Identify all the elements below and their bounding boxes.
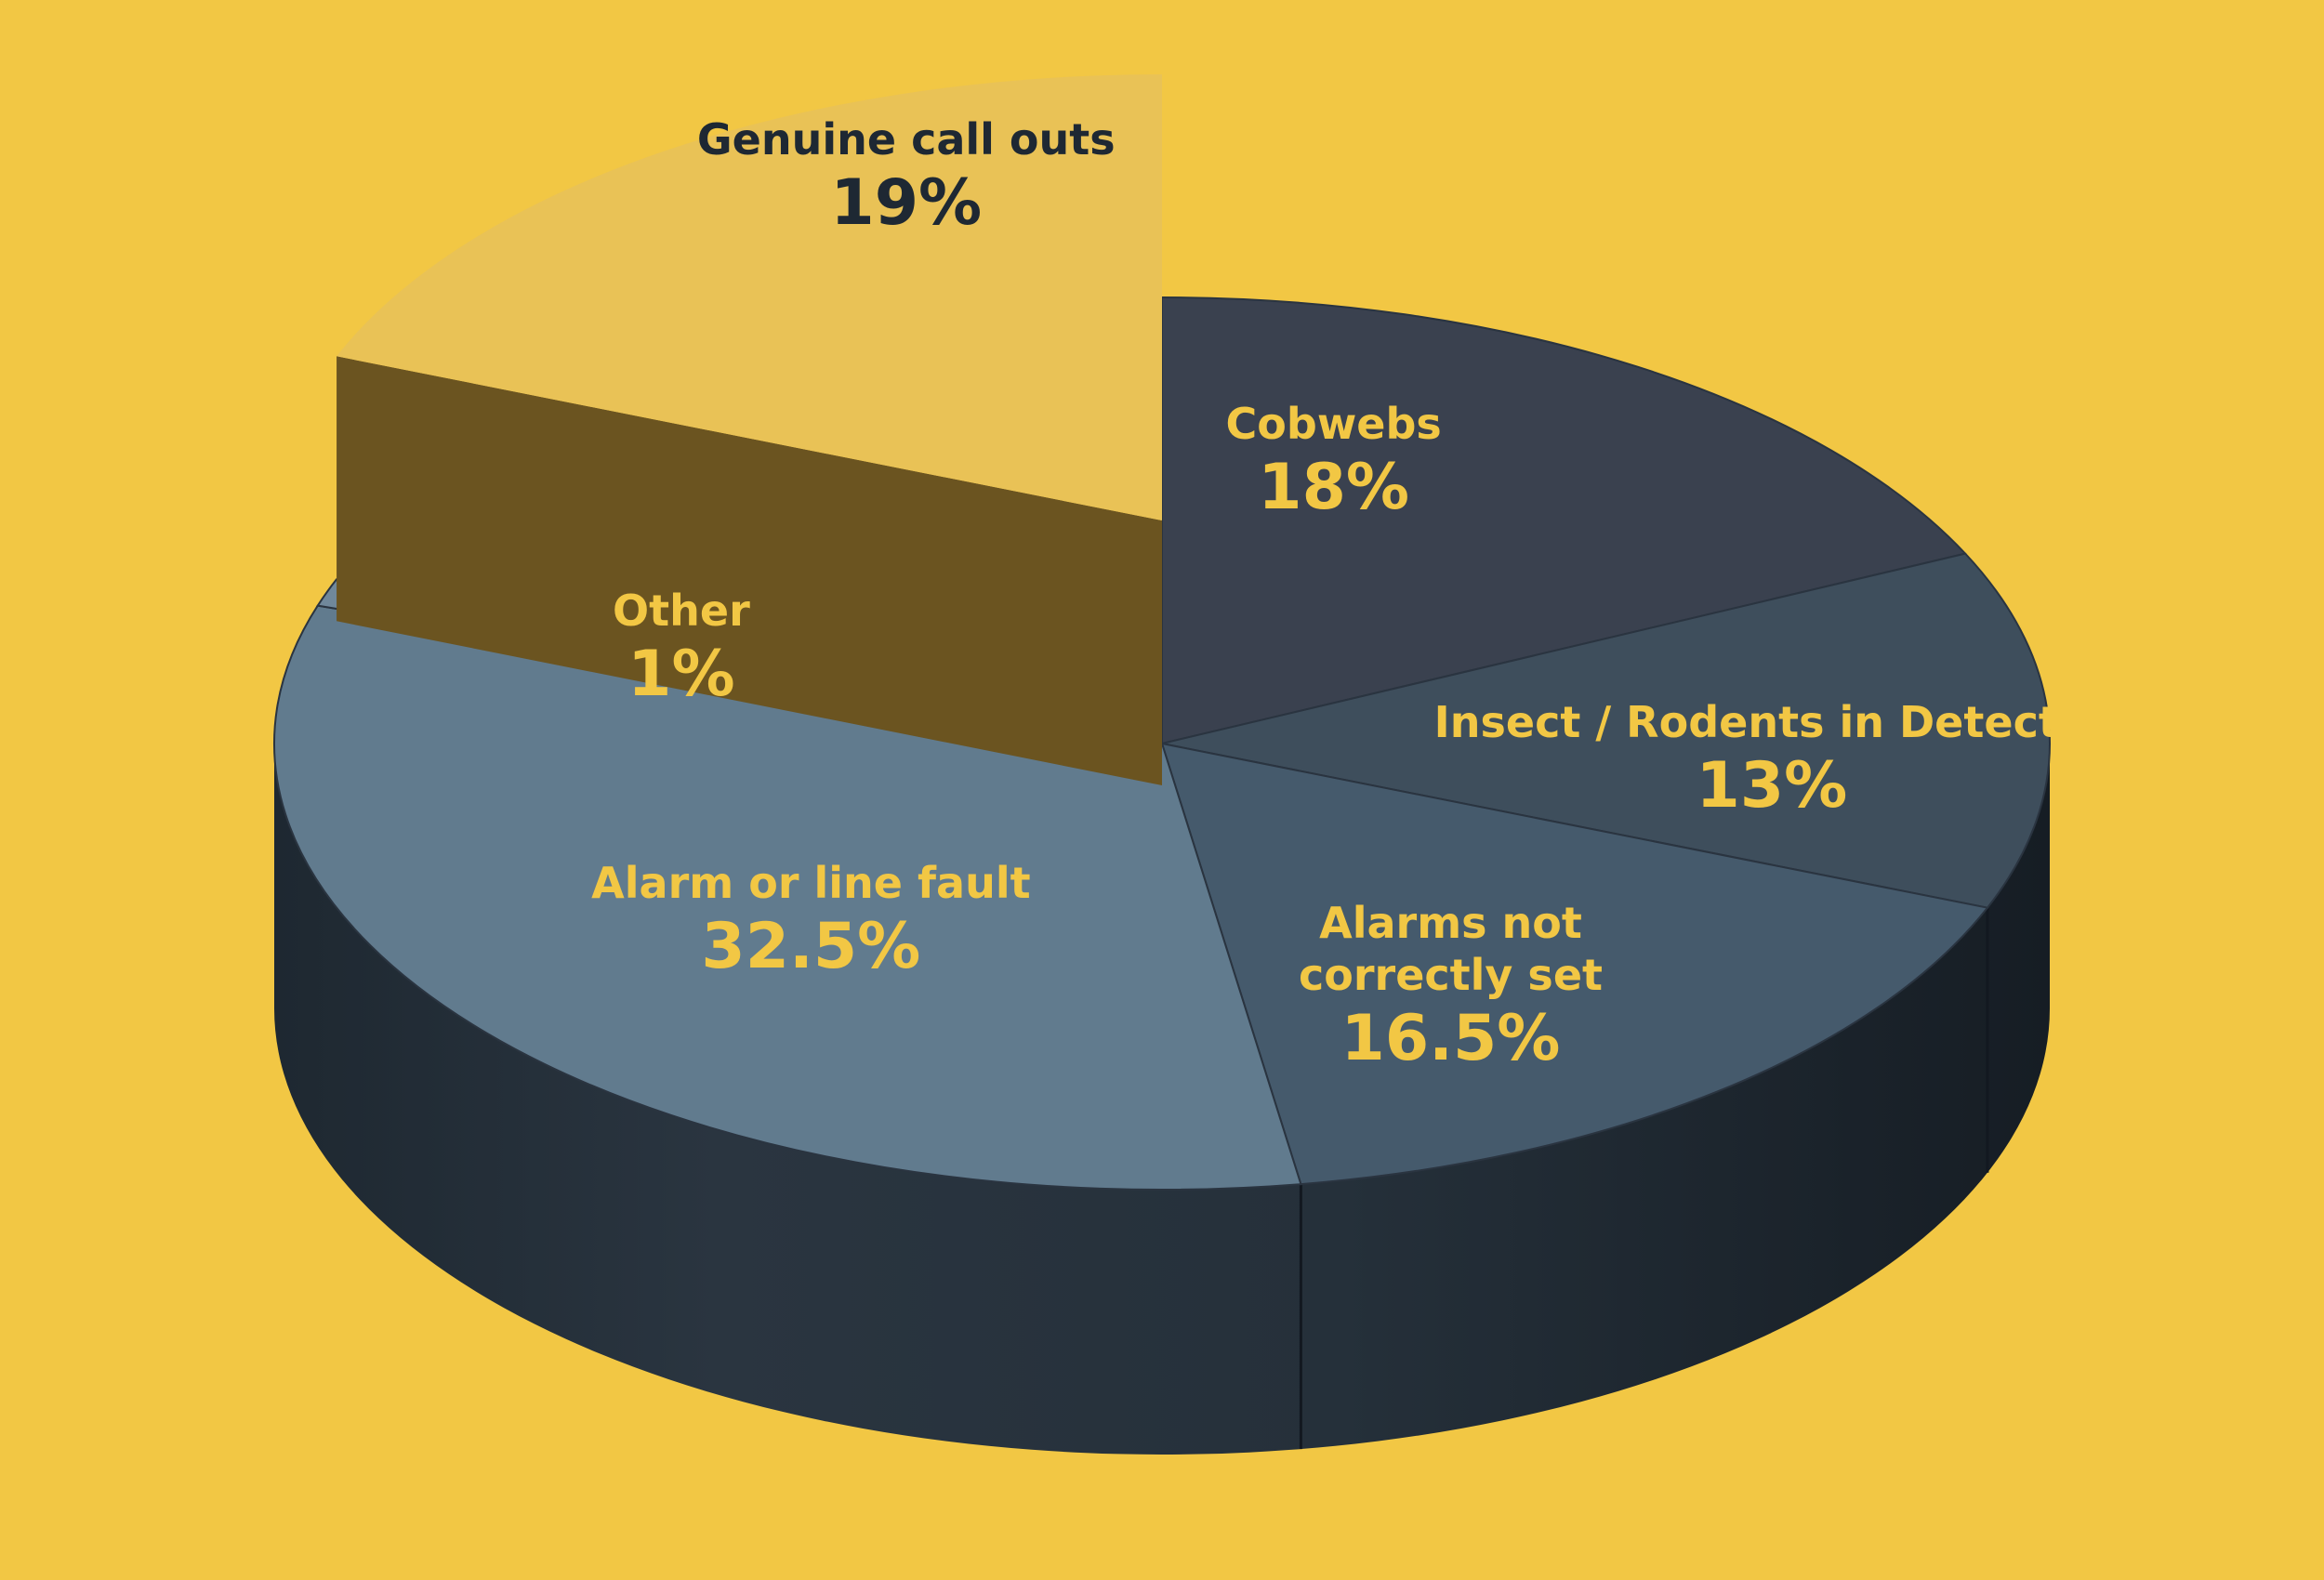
pie-side-surface <box>274 744 2050 1455</box>
slice-name: Other <box>613 586 750 637</box>
slice-name: Cobwebs <box>1225 398 1442 449</box>
slice-label-other: Other 1% <box>613 585 750 713</box>
pie-slice-1 <box>1161 552 2051 909</box>
pie-slice-2 <box>1160 742 1989 1186</box>
slice-percent: 13% <box>1696 748 1848 823</box>
slice-percent: 18% <box>1258 450 1410 524</box>
slice-label-alarm-line-fault: Alarm or line fault 32.5% <box>591 857 1030 985</box>
slice-percent: 1% <box>627 638 735 712</box>
slice-name: Alarms not correctly set <box>1298 897 1603 1000</box>
slice-percent: 32.5% <box>701 910 921 984</box>
slice-percent: 19% <box>830 165 983 240</box>
slice-name: Genuine call outs <box>696 113 1116 165</box>
pie-side-wall <box>274 744 2050 1455</box>
pie-slice-5 <box>337 74 1162 520</box>
slice-label-genuine-call-outs: Genuine call outs 19% <box>697 113 1116 242</box>
slice-name: Alarm or line fault <box>591 858 1031 909</box>
pie-slice-0 <box>1161 296 1968 745</box>
exploded-slice-side <box>337 356 1162 785</box>
slice-name: Insect / Rodents in Detector <box>1433 696 2110 747</box>
slice-label-insects-rodents: Insect / Rodents in Detector 13% <box>1434 696 2109 824</box>
slice-label-cobwebs: Cobwebs 18% <box>1226 398 1442 526</box>
slice-percent: 16.5% <box>1340 1001 1561 1075</box>
slice-label-alarms-not-set: Alarms not correctly set 16.5% <box>1292 897 1608 1077</box>
exploded-slice <box>337 74 1162 785</box>
